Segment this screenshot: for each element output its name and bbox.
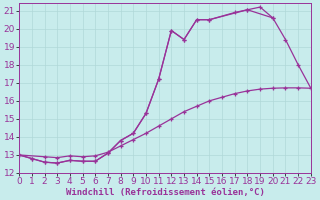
X-axis label: Windchill (Refroidissement éolien,°C): Windchill (Refroidissement éolien,°C) [66,188,264,197]
